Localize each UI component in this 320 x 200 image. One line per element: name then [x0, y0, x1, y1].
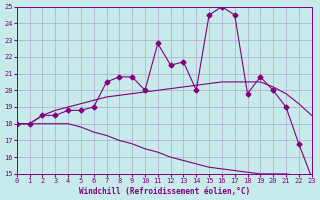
- X-axis label: Windchill (Refroidissement éolien,°C): Windchill (Refroidissement éolien,°C): [79, 187, 250, 196]
